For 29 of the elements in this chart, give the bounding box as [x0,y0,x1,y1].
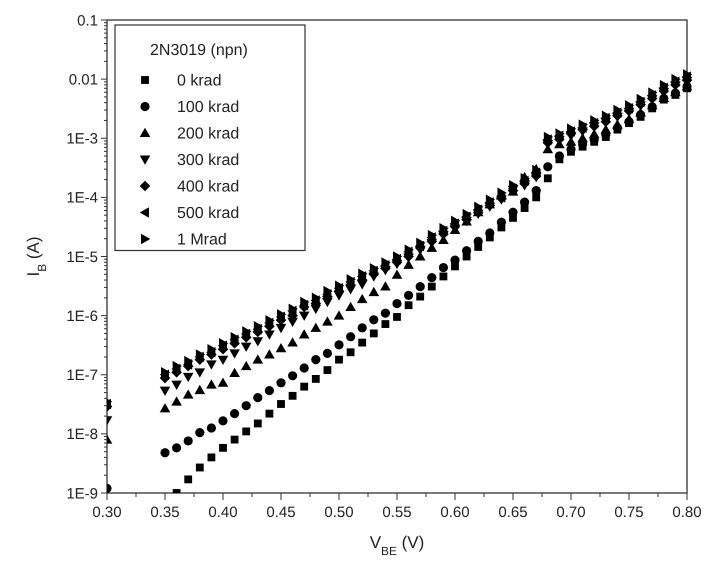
y-tick-label: 1E-6 [66,308,98,325]
y-tick-label: 1E-7 [66,367,98,384]
legend-label: 400 krad [177,178,240,196]
y-tick-label: 1E-5 [66,248,98,266]
x-tick-label: 0.65 [498,504,528,521]
y-tick-label: 1E-3 [66,130,98,148]
y-tick-label: 0.01 [68,71,98,88]
legend-label: 500 krad [177,205,240,222]
x-axis-title: V$_{BE}$ (V) [370,533,424,558]
x-tick-label: 0.50 [324,504,354,521]
legend-label: 0 krad [177,72,222,90]
legend-title: 2N3019 (npn) [150,42,248,59]
legend-label: 1 Mrad [177,232,227,249]
x-tick-label: 0.80 [672,504,702,521]
x-tick-label: 0.40 [208,504,238,521]
y-tick-label: 1E-4 [66,190,98,207]
x-tick-label: 0.55 [382,504,412,521]
x-tick-label: 0.35 [150,504,180,521]
x-tick-label: 0.30 [92,504,122,521]
legend-label: 100 krad [177,99,240,116]
x-tick-label: 0.45 [266,504,296,521]
legend-label: 300 krad [177,152,240,170]
x-tick-label: 0.70 [556,504,586,521]
y-tick-label: 0.1 [77,12,98,30]
legend-label: 200 krad [177,126,240,143]
x-tick-label: 0.60 [440,504,470,521]
y-tick-label: 1E-8 [66,426,98,444]
x-tick-label: 0.75 [614,504,644,521]
y-tick-label: 1E-9 [66,485,98,502]
